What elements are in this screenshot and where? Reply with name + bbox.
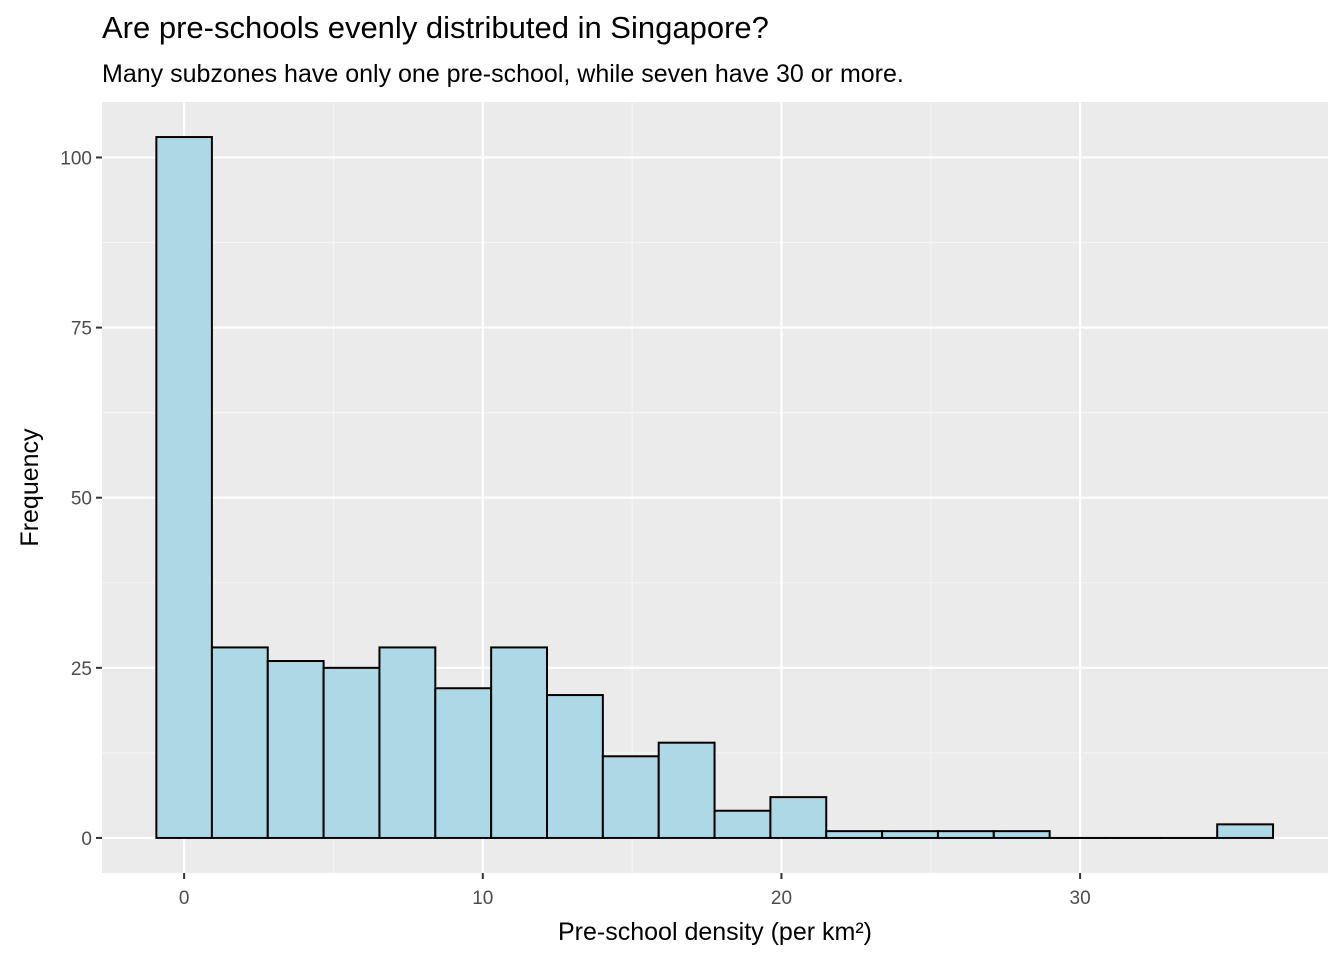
histogram-bars <box>155 136 1275 839</box>
y-axis-title: Frequency <box>16 428 44 547</box>
histogram-bar <box>490 646 549 839</box>
x-tick-label: 0 <box>179 888 190 909</box>
histogram-bar <box>936 830 995 839</box>
histogram-bar <box>881 830 939 839</box>
histogram-bar <box>378 646 437 839</box>
y-tick-label: 100 <box>60 148 92 169</box>
x-tick-label: 20 <box>771 888 792 909</box>
histogram-bar <box>434 687 493 839</box>
histogram-bar <box>1216 823 1275 839</box>
histogram-bar <box>546 694 604 839</box>
histogram-bar <box>713 809 772 839</box>
histogram-bar <box>601 755 660 839</box>
y-tick-label: 25 <box>71 659 92 680</box>
histogram-bar <box>992 830 1051 839</box>
chart-subtitle: Many subzones have only one pre-school, … <box>102 60 904 88</box>
histogram-bar <box>322 666 381 839</box>
x-tick-label: 10 <box>472 888 493 909</box>
x-axis-title: Pre-school density (per km²) <box>558 918 872 946</box>
histogram-bar <box>769 796 828 839</box>
y-tick-label: 50 <box>71 489 92 510</box>
axes: 0 10 20 30 0 25 50 75 100 <box>60 148 1090 909</box>
x-tick-label: 30 <box>1070 888 1091 909</box>
y-tick-label: 75 <box>71 319 92 340</box>
histogram-bar <box>825 830 884 839</box>
histogram-bar <box>210 646 269 839</box>
chart-title: Are pre-schools evenly distributed in Si… <box>102 10 769 45</box>
histogram-bar <box>266 660 325 839</box>
y-tick-label: 0 <box>81 829 92 850</box>
histogram-bar <box>155 136 213 839</box>
histogram-bar <box>657 741 716 839</box>
